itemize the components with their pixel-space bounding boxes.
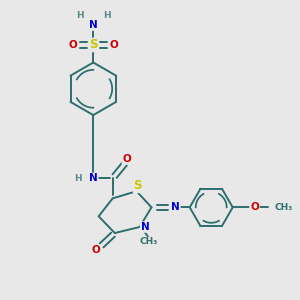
Text: H: H — [103, 11, 110, 20]
Text: O: O — [109, 40, 118, 50]
Text: S: S — [134, 179, 142, 192]
Text: H: H — [74, 174, 82, 183]
Text: CH₃: CH₃ — [140, 238, 158, 247]
Text: N: N — [140, 222, 149, 232]
Text: CH₃: CH₃ — [274, 203, 293, 212]
Text: O: O — [69, 40, 77, 50]
Text: N: N — [171, 202, 180, 212]
Text: O: O — [250, 202, 259, 212]
Text: S: S — [89, 38, 98, 51]
Text: H: H — [76, 11, 84, 20]
Text: N: N — [89, 20, 98, 30]
Text: O: O — [122, 154, 131, 164]
Text: N: N — [89, 173, 98, 183]
Text: O: O — [92, 245, 100, 255]
